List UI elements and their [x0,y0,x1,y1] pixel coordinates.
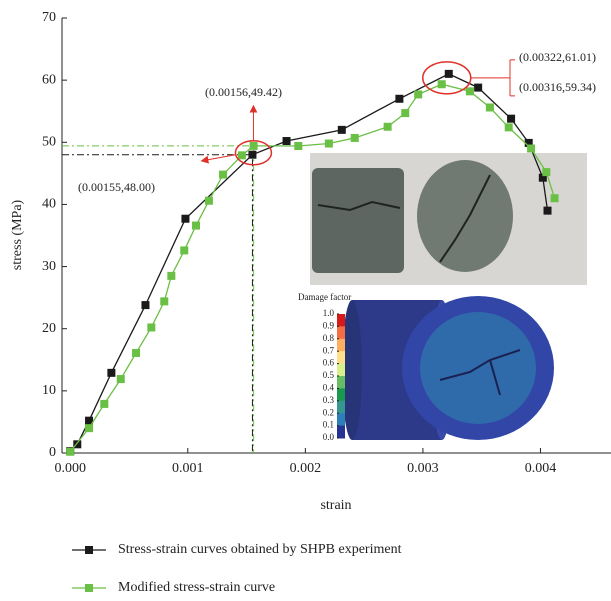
y-tick-label: 70 [42,10,56,25]
annotation: (0.00316,59.34) [519,80,596,94]
arrow [202,155,235,161]
y-tick-label: 0 [49,445,56,460]
data-point [505,123,513,131]
x-tick-label: 0.002 [290,461,322,476]
data-point [66,448,74,456]
colorbar-tick-label: 0.5 [323,370,335,380]
data-point [160,297,168,305]
data-point [192,222,200,230]
colorbar-tick-label: 0.6 [323,358,335,368]
x-axis-label: strain [320,498,351,513]
data-point [384,123,392,131]
colorbar-tick-label: 1.0 [323,308,335,318]
colorbar-tick-label: 0.0 [323,432,335,442]
data-point [325,140,333,148]
colorbar-segment [337,401,345,414]
colorbar-segment [337,364,345,377]
x-tick-label: 0.000 [54,461,86,476]
colorbar-segment [337,314,345,327]
legend-marker [85,546,93,554]
annotation: (0.00155,48.00) [78,180,155,194]
x-tick-label: 0.004 [525,461,557,476]
data-point [238,151,246,159]
annotation: (0.00156,49.42) [205,85,282,99]
damage-simulation [342,296,554,440]
y-tick-label: 20 [42,321,56,336]
annotation: (0.00322,61.01) [519,50,596,64]
data-point [486,103,494,111]
chart: strain stress (MPa) Damage factor 0 10 20 3… [0,0,611,601]
data-point [542,168,550,176]
colorbar-segment [337,376,345,389]
data-point [107,369,115,377]
colorbar-segment [337,326,345,339]
colorbar-segment [337,351,345,364]
data-point [167,272,175,280]
colorbar-tick-label: 0.4 [323,382,335,392]
data-point [100,400,108,408]
data-point [338,126,346,134]
data-point [395,95,403,103]
data-point [248,151,256,159]
colorbar-tick-label: 0.9 [323,320,335,330]
data-point [85,424,93,432]
data-point [544,207,552,215]
colorbar-tick-label: 0.7 [323,345,335,355]
data-point [219,171,227,179]
data-point [117,375,125,383]
data-point [474,84,482,92]
legend-label: Stress-strain curves obtained by SHPB ex… [118,542,402,557]
y-tick-label: 60 [42,72,56,87]
data-point [527,145,535,153]
data-point [401,109,409,117]
data-point [414,90,422,98]
data-point [351,134,359,142]
colorbar-tick-label: 0.3 [323,395,335,405]
data-point [132,349,140,357]
data-point [445,70,453,78]
data-point [181,215,189,223]
colorbar-segment [337,388,345,401]
colorbar-tick-label: 0.2 [323,407,334,417]
guide-line [62,155,252,453]
data-point [466,87,474,95]
data-point [294,142,302,150]
data-point [250,142,258,150]
data-point [551,194,559,202]
colorbar-segment [337,339,345,352]
x-tick-label: 0.001 [172,461,204,476]
colorbar-tick-label: 0.1 [323,420,334,430]
data-point [205,197,213,205]
data-point [141,301,149,309]
colorbar-tick-label: 0.8 [323,333,335,343]
y-tick-label: 10 [42,383,56,398]
colorbar-title: Damage factor [298,292,351,302]
legend-marker [85,584,93,592]
y-tick-label: 40 [42,197,56,212]
colorbar-segment [337,413,345,426]
x-tick-label: 0.003 [407,461,439,476]
colorbar-segment [337,426,345,439]
y-tick-label: 50 [42,135,56,150]
y-axis-label: stress (MPa) [10,199,25,270]
data-point [180,246,188,254]
data-point [147,323,155,331]
legend-label: Modified stress-strain curve [118,580,275,595]
data-point [507,115,515,123]
data-point [438,80,446,88]
data-point [283,137,291,145]
y-tick-label: 30 [42,259,56,274]
